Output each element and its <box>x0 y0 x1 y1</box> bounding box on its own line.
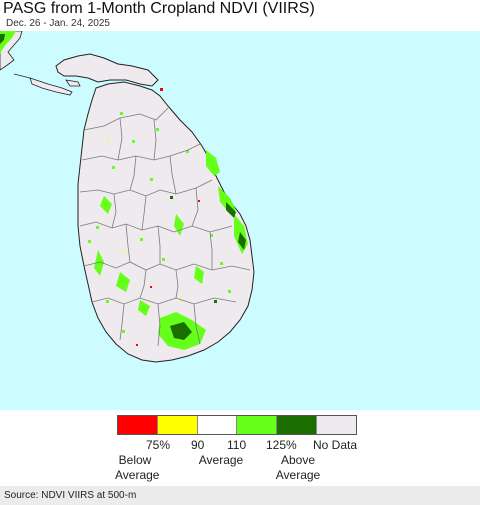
legend-above-average-word: Average <box>275 468 321 482</box>
map-title: PASG from 1-Month Cropland NDVI (VIIRS) <box>3 0 315 17</box>
legend-below-average-word: Average <box>115 468 160 482</box>
mannar-island <box>29 77 73 96</box>
ndvi-speckles <box>88 88 231 346</box>
legend-tick-110: 110 <box>227 438 247 452</box>
swatch-90-110 <box>197 416 238 434</box>
legend-tick-90: 90 <box>191 438 205 452</box>
legend-above-word: Above <box>280 453 316 467</box>
legend-below-word: Below <box>118 453 152 467</box>
swatch-75-90 <box>157 416 198 434</box>
legend-average: Average <box>196 453 246 468</box>
adams-bridge <box>13 73 31 79</box>
jaffna-peninsula <box>55 53 159 87</box>
district-borders <box>79 107 251 347</box>
legend-tick-125: 125% <box>266 438 297 452</box>
legend-average-word: Average <box>198 453 244 467</box>
date-range: Dec. 26 - Jan. 24, 2025 <box>6 18 110 29</box>
legend-above-average: Above Average <box>274 453 322 483</box>
swatch-110-125 <box>237 416 278 434</box>
legend-tick-no-data: No Data <box>313 438 358 452</box>
legend: 75% 90 110 125% No Data Below Average Av… <box>0 410 480 486</box>
legend-color-bar <box>117 415 357 435</box>
swatch-above-125 <box>277 416 318 434</box>
sri-lanka-island <box>77 81 255 363</box>
legend-tick-75: 75% <box>146 438 171 452</box>
legend-below-average: Below Average <box>115 453 160 483</box>
swatch-no-data <box>317 416 356 434</box>
source-footer: Source: NDVI VIIRS at 500-m <box>0 486 480 505</box>
map-svg[interactable] <box>0 31 480 410</box>
map-panel[interactable] <box>0 31 480 410</box>
source-text: Source: NDVI VIIRS at 500-m <box>4 490 137 501</box>
ndvi-above-average-patches <box>94 150 248 350</box>
swatch-below-75 <box>118 416 158 434</box>
jaffna-islet <box>65 79 81 87</box>
india-dark-green <box>0 34 5 44</box>
